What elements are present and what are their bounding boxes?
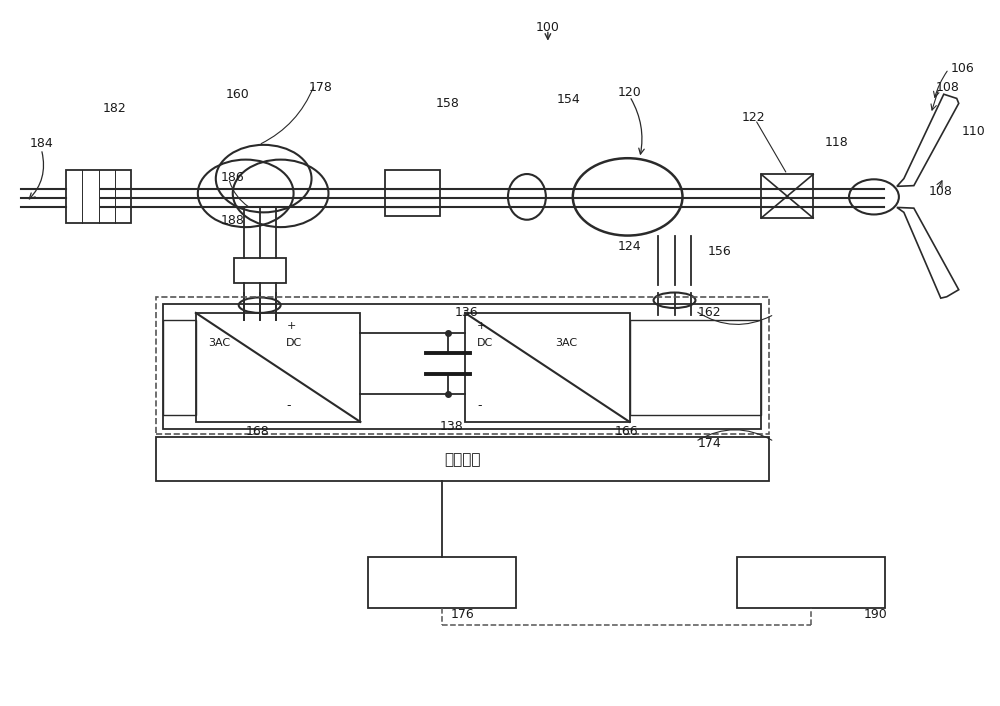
Text: 166: 166 — [615, 425, 638, 438]
Text: 108: 108 — [936, 80, 960, 94]
Text: 184: 184 — [29, 137, 53, 150]
Text: 110: 110 — [962, 125, 985, 138]
Text: -: - — [477, 399, 482, 412]
Text: 100: 100 — [536, 21, 560, 34]
Bar — [368, 557, 516, 608]
Text: 190: 190 — [864, 608, 888, 621]
Text: 168: 168 — [246, 425, 269, 438]
Bar — [385, 170, 440, 216]
Text: +: + — [477, 321, 486, 331]
Bar — [66, 170, 131, 223]
Text: 174: 174 — [697, 436, 721, 450]
Text: 106: 106 — [951, 61, 974, 75]
Bar — [630, 320, 761, 415]
Text: 158: 158 — [435, 97, 459, 110]
Text: 136: 136 — [455, 306, 479, 318]
Text: 178: 178 — [309, 80, 332, 94]
Text: 176: 176 — [451, 608, 475, 621]
Text: 156: 156 — [707, 244, 731, 258]
Bar — [234, 258, 286, 282]
Text: -: - — [286, 399, 291, 412]
Text: +: + — [286, 321, 296, 331]
Text: 162: 162 — [697, 306, 721, 318]
Bar — [465, 313, 630, 422]
Bar — [196, 313, 360, 422]
Text: 122: 122 — [741, 111, 765, 124]
Text: 3AC: 3AC — [208, 338, 230, 349]
Bar — [163, 304, 761, 429]
Text: 3AC: 3AC — [556, 338, 578, 349]
Text: 138: 138 — [440, 420, 464, 433]
Bar — [156, 297, 769, 434]
Text: 188: 188 — [221, 215, 245, 227]
Text: 160: 160 — [226, 88, 250, 101]
Text: 120: 120 — [618, 86, 641, 100]
Text: 108: 108 — [929, 185, 953, 198]
Text: 154: 154 — [557, 93, 581, 107]
Bar — [156, 438, 769, 481]
Text: DC: DC — [286, 338, 303, 349]
Bar — [761, 174, 813, 218]
Text: DC: DC — [477, 338, 493, 349]
Text: 118: 118 — [825, 136, 849, 148]
Bar — [737, 557, 885, 608]
Text: 124: 124 — [618, 239, 641, 253]
Bar — [163, 320, 196, 415]
Text: 182: 182 — [103, 102, 127, 115]
Text: 控制装置: 控制装置 — [444, 452, 481, 467]
Text: 186: 186 — [221, 171, 245, 184]
